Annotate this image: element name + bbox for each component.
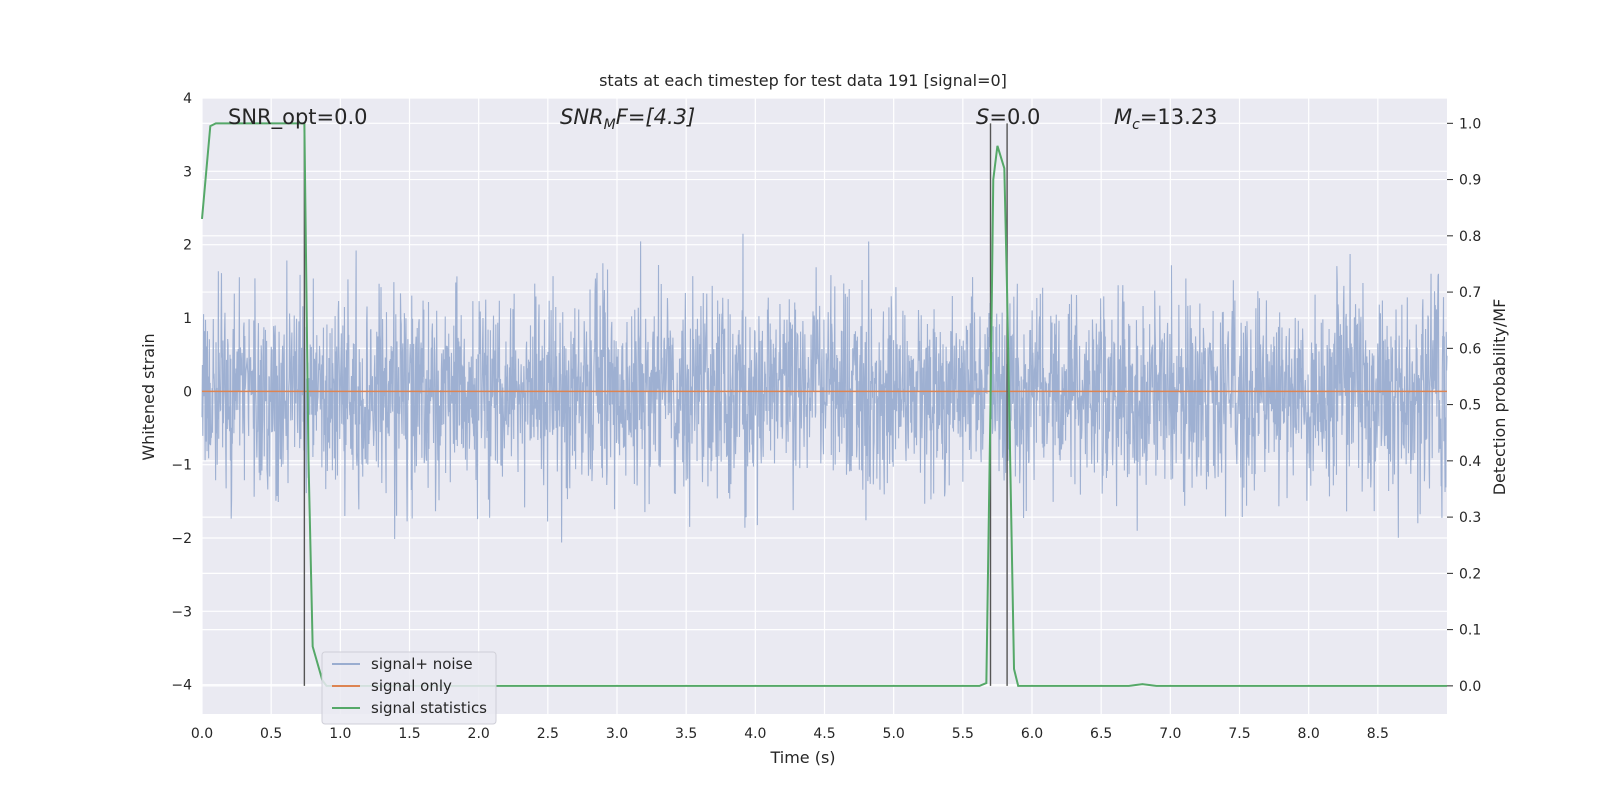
y-tick-label: 4 — [183, 91, 192, 107]
legend-label-signal-statistics: signal statistics — [371, 699, 487, 717]
y-right-tick-label: 0.8 — [1459, 229, 1481, 245]
series-signal-plus-noise — [201, 233, 1448, 543]
annotation-mc-main: M — [1114, 105, 1132, 129]
x-tick-label: 7.0 — [1159, 726, 1181, 742]
series-signal-statistics — [201, 122, 1447, 687]
annotation-mc: Mc=13.23 — [1114, 105, 1218, 133]
x-tick-label: 4.0 — [744, 726, 766, 742]
annotation-snr-opt: SNR_opt=0.0 — [228, 105, 368, 130]
signal-statistics-line — [201, 122, 1447, 687]
legend-label-signal-only: signal only — [371, 677, 452, 695]
y-tick-label: 0 — [183, 384, 192, 400]
annotations: SNR_opt=0.0 SNRMF=[4.3] S=0.0 Mc=13.23 — [228, 105, 1218, 133]
annotation-mc-rest: =13.23 — [1140, 105, 1218, 129]
x-tick-label: 2.0 — [468, 726, 490, 742]
x-tick-label: 6.0 — [1021, 726, 1043, 742]
y-tick-label: 2 — [183, 238, 192, 254]
y-right-tick-label: 0.7 — [1459, 285, 1481, 301]
y-right-tick-label: 0.1 — [1459, 623, 1481, 639]
y-tick-label: −3 — [171, 604, 192, 620]
y-tick-label: −1 — [171, 458, 192, 474]
y-tick-label: −2 — [171, 531, 192, 547]
y-tick-labels: 4 3 2 1 0 −1 −2 −3 −4 — [171, 91, 192, 694]
legend-label-signal-plus-noise: signal+ noise — [371, 655, 473, 673]
grid-lines — [201, 97, 1447, 714]
annotation-mc-sub: c — [1132, 117, 1140, 133]
legend-box — [321, 651, 497, 725]
x-tick-label: 8.0 — [1298, 726, 1320, 742]
y-right-tick-label: 0.5 — [1459, 398, 1481, 414]
x-tick-label: 0.0 — [191, 726, 213, 742]
y-right-tick-label: 0.9 — [1459, 173, 1481, 189]
y-right-tick-label: 0.4 — [1459, 454, 1481, 470]
annotation-s-main: S — [976, 105, 989, 129]
x-tick-label: 6.5 — [1090, 726, 1112, 742]
y-right-tick-label: 0.2 — [1459, 566, 1481, 582]
annotation-s-rest: =0.0 — [989, 105, 1040, 129]
y-right-tick-label: 0.0 — [1459, 679, 1481, 695]
x-tick-label: 7.5 — [1228, 726, 1250, 742]
y-tick-label: 3 — [183, 164, 192, 180]
annotation-snr-mf-sub: M — [604, 117, 616, 133]
annotation-snr-mf-main: SNR — [560, 105, 604, 129]
annotation-snr-mf-rest: F=[4.3] — [616, 105, 695, 129]
y-axis-label: Whitened strain — [139, 333, 158, 460]
y-right-tick-labels: 1.0 0.9 0.8 0.7 0.6 0.5 0.4 0.3 0.2 0.1 0.0 — [1447, 116, 1481, 695]
x-tick-label: 0.5 — [260, 726, 282, 742]
y-right-tick-label: 0.6 — [1459, 341, 1481, 357]
x-tick-label: 1.5 — [398, 726, 420, 742]
y-right-tick-label: 1.0 — [1459, 116, 1481, 132]
x-tick-label: 3.0 — [606, 726, 628, 742]
x-tick-label: 5.5 — [952, 726, 974, 742]
y-tick-label: −4 — [171, 678, 192, 694]
annotation-s: S=0.0 — [976, 105, 1040, 129]
signal-plus-noise-line — [201, 233, 1448, 543]
x-tick-label: 5.0 — [883, 726, 905, 742]
y-tick-label: 1 — [183, 311, 192, 327]
x-tick-label: 8.5 — [1367, 726, 1389, 742]
x-tick-label: 4.5 — [813, 726, 835, 742]
x-tick-label: 3.5 — [675, 726, 697, 742]
legend: signal+ noise signal only signal statist… — [321, 651, 497, 725]
annotation-snr-mf: SNRMF=[4.3] — [560, 105, 695, 133]
x-tick-labels: 0.0 0.5 1.0 1.5 2.0 2.5 3.0 3.5 4.0 4.5 5.0 5.5 6.0 6… — [191, 726, 1389, 742]
y-right-axis-label: Detection probability/MF — [1490, 299, 1509, 496]
x-tick-label: 2.5 — [537, 726, 559, 742]
y-right-tick-label: 0.3 — [1459, 510, 1481, 526]
x-tick-label: 1.0 — [329, 726, 351, 742]
x-axis-label: Time (s) — [769, 748, 835, 767]
chart-title: stats at each timestep for test data 191… — [599, 71, 1007, 90]
